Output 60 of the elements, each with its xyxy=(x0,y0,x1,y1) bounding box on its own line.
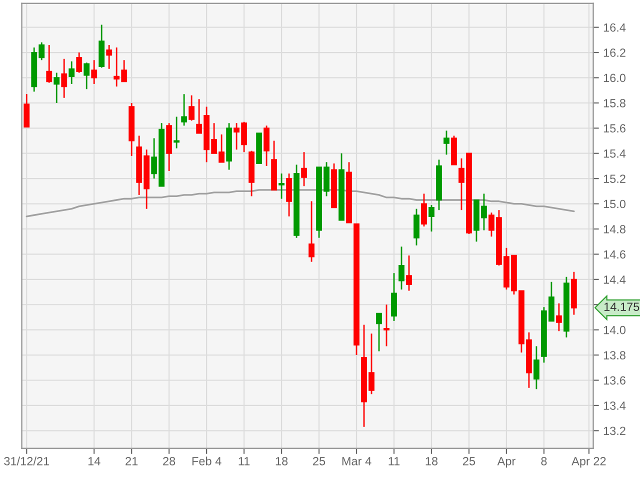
y-tick-label: 15.6 xyxy=(604,124,626,133)
y-tick-label: 14.8 xyxy=(604,225,626,234)
candlestick xyxy=(46,44,52,84)
candlestick xyxy=(308,200,314,262)
y-tick-label: 14.4 xyxy=(604,276,626,284)
x-tick-label: Feb 4 xyxy=(192,456,222,466)
candlestick xyxy=(398,246,404,290)
x-tick-label: 14 xyxy=(88,457,100,466)
candlestick xyxy=(533,346,540,390)
y-tick-label: 13.8 xyxy=(604,351,626,360)
candlestick xyxy=(68,60,75,85)
x-tick-label: 11 xyxy=(388,457,400,466)
candlestick xyxy=(406,254,412,292)
y-tick-label: 16.0 xyxy=(604,74,626,82)
candlestick xyxy=(421,193,427,228)
candlestick xyxy=(376,312,382,352)
y-tick-label: 16.2 xyxy=(604,48,626,57)
x-tick-label: Apr 22 xyxy=(572,456,606,468)
candlestick xyxy=(174,116,180,150)
candlestick xyxy=(61,58,68,99)
candlestick xyxy=(264,124,270,167)
x-tick-label: 28 xyxy=(163,456,176,466)
y-tick-label: 13.4 xyxy=(604,401,626,410)
candlestick xyxy=(24,93,30,128)
candlestick xyxy=(84,62,90,90)
y-tick-label: 15.8 xyxy=(604,98,626,108)
x-tick-label: 11 xyxy=(238,457,250,466)
x-tick-label: 8 xyxy=(541,456,547,466)
y-tick-label: 14.6 xyxy=(604,250,626,259)
candlestick xyxy=(278,172,284,200)
candlestick xyxy=(188,94,195,122)
candlestick xyxy=(428,204,434,232)
candlestick xyxy=(286,172,292,218)
candlestick xyxy=(54,72,60,104)
x-tick-label: Apr xyxy=(497,457,516,468)
x-tick-label: 31/12/21 xyxy=(4,456,50,466)
candlestick xyxy=(181,93,188,126)
y-tick-label: 13.6 xyxy=(604,376,626,385)
x-tick-label: 21 xyxy=(126,456,138,466)
x-tick-label: 25 xyxy=(313,456,326,466)
y-tick-label: 16.4 xyxy=(604,23,626,32)
candlestick xyxy=(106,44,112,70)
candlestick xyxy=(301,151,307,187)
y-tick-label: 13.2 xyxy=(604,426,626,436)
x-tick-label: Mar 4 xyxy=(342,457,372,466)
candlestick xyxy=(384,304,390,347)
text: 14.175 xyxy=(604,302,640,311)
y-tick-label: 15.4 xyxy=(604,150,626,158)
y-tick-label: 15.0 xyxy=(604,200,626,208)
x-tick-label: 18 xyxy=(426,456,438,466)
x-tick-label: 25 xyxy=(463,456,476,466)
y-tick-label: 15.2 xyxy=(604,174,626,183)
candlestick xyxy=(556,302,562,332)
x-tick-label: 18 xyxy=(276,456,288,466)
y-tick-label: 14.0 xyxy=(604,326,626,334)
candlestick xyxy=(91,59,98,85)
candlestick xyxy=(444,130,450,156)
candlestick xyxy=(414,208,420,246)
candlestick xyxy=(76,52,82,74)
candlestick xyxy=(391,272,397,322)
